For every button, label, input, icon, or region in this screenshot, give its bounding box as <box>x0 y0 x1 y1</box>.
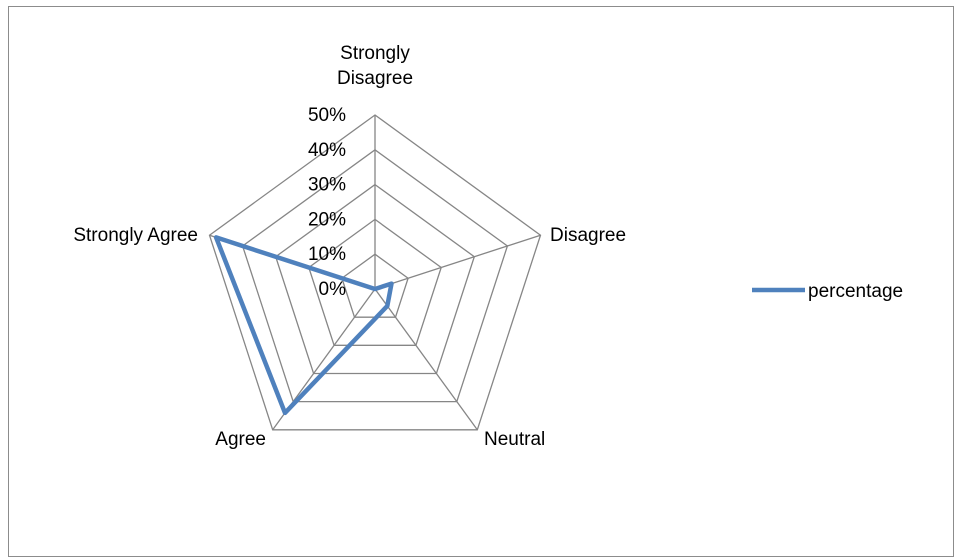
grid-ring-3 <box>274 183 476 375</box>
tick-labels: 0% 10% 20% 30% 40% 50% <box>308 105 346 300</box>
grid-ring-5 <box>208 114 542 431</box>
grid-ring-2 <box>308 218 442 346</box>
category-label-0-line-1: Disagree <box>337 68 413 89</box>
grid-ring-4 <box>241 148 509 403</box>
series-layer <box>213 235 394 416</box>
tick-label-3: 30% <box>308 175 346 196</box>
chart-area <box>8 6 954 557</box>
category-label-0-line-0: Strongly <box>340 43 410 64</box>
tick-label-0: 0% <box>319 279 347 300</box>
category-label-2: Neutral <box>484 429 545 450</box>
spoke-2 <box>374 288 478 431</box>
radar-grid <box>208 114 542 431</box>
tick-label-4: 40% <box>308 140 346 161</box>
category-label-1: Disagree <box>550 225 626 246</box>
tick-label-1: 10% <box>308 244 346 265</box>
category-label-3: Agree <box>215 429 266 450</box>
legend: percentage <box>752 281 903 302</box>
spoke-1 <box>374 234 541 290</box>
tick-label-2: 20% <box>308 209 346 230</box>
category-labels: Strongly Disagree Disagree Neutral Agree Stro… <box>73 43 626 450</box>
category-label-4: Strongly Agree <box>73 225 198 246</box>
legend-label: percentage <box>808 281 903 302</box>
series-line-percentage <box>213 235 394 416</box>
tick-label-5: 50% <box>308 105 346 126</box>
radar-spokes <box>209 115 541 431</box>
